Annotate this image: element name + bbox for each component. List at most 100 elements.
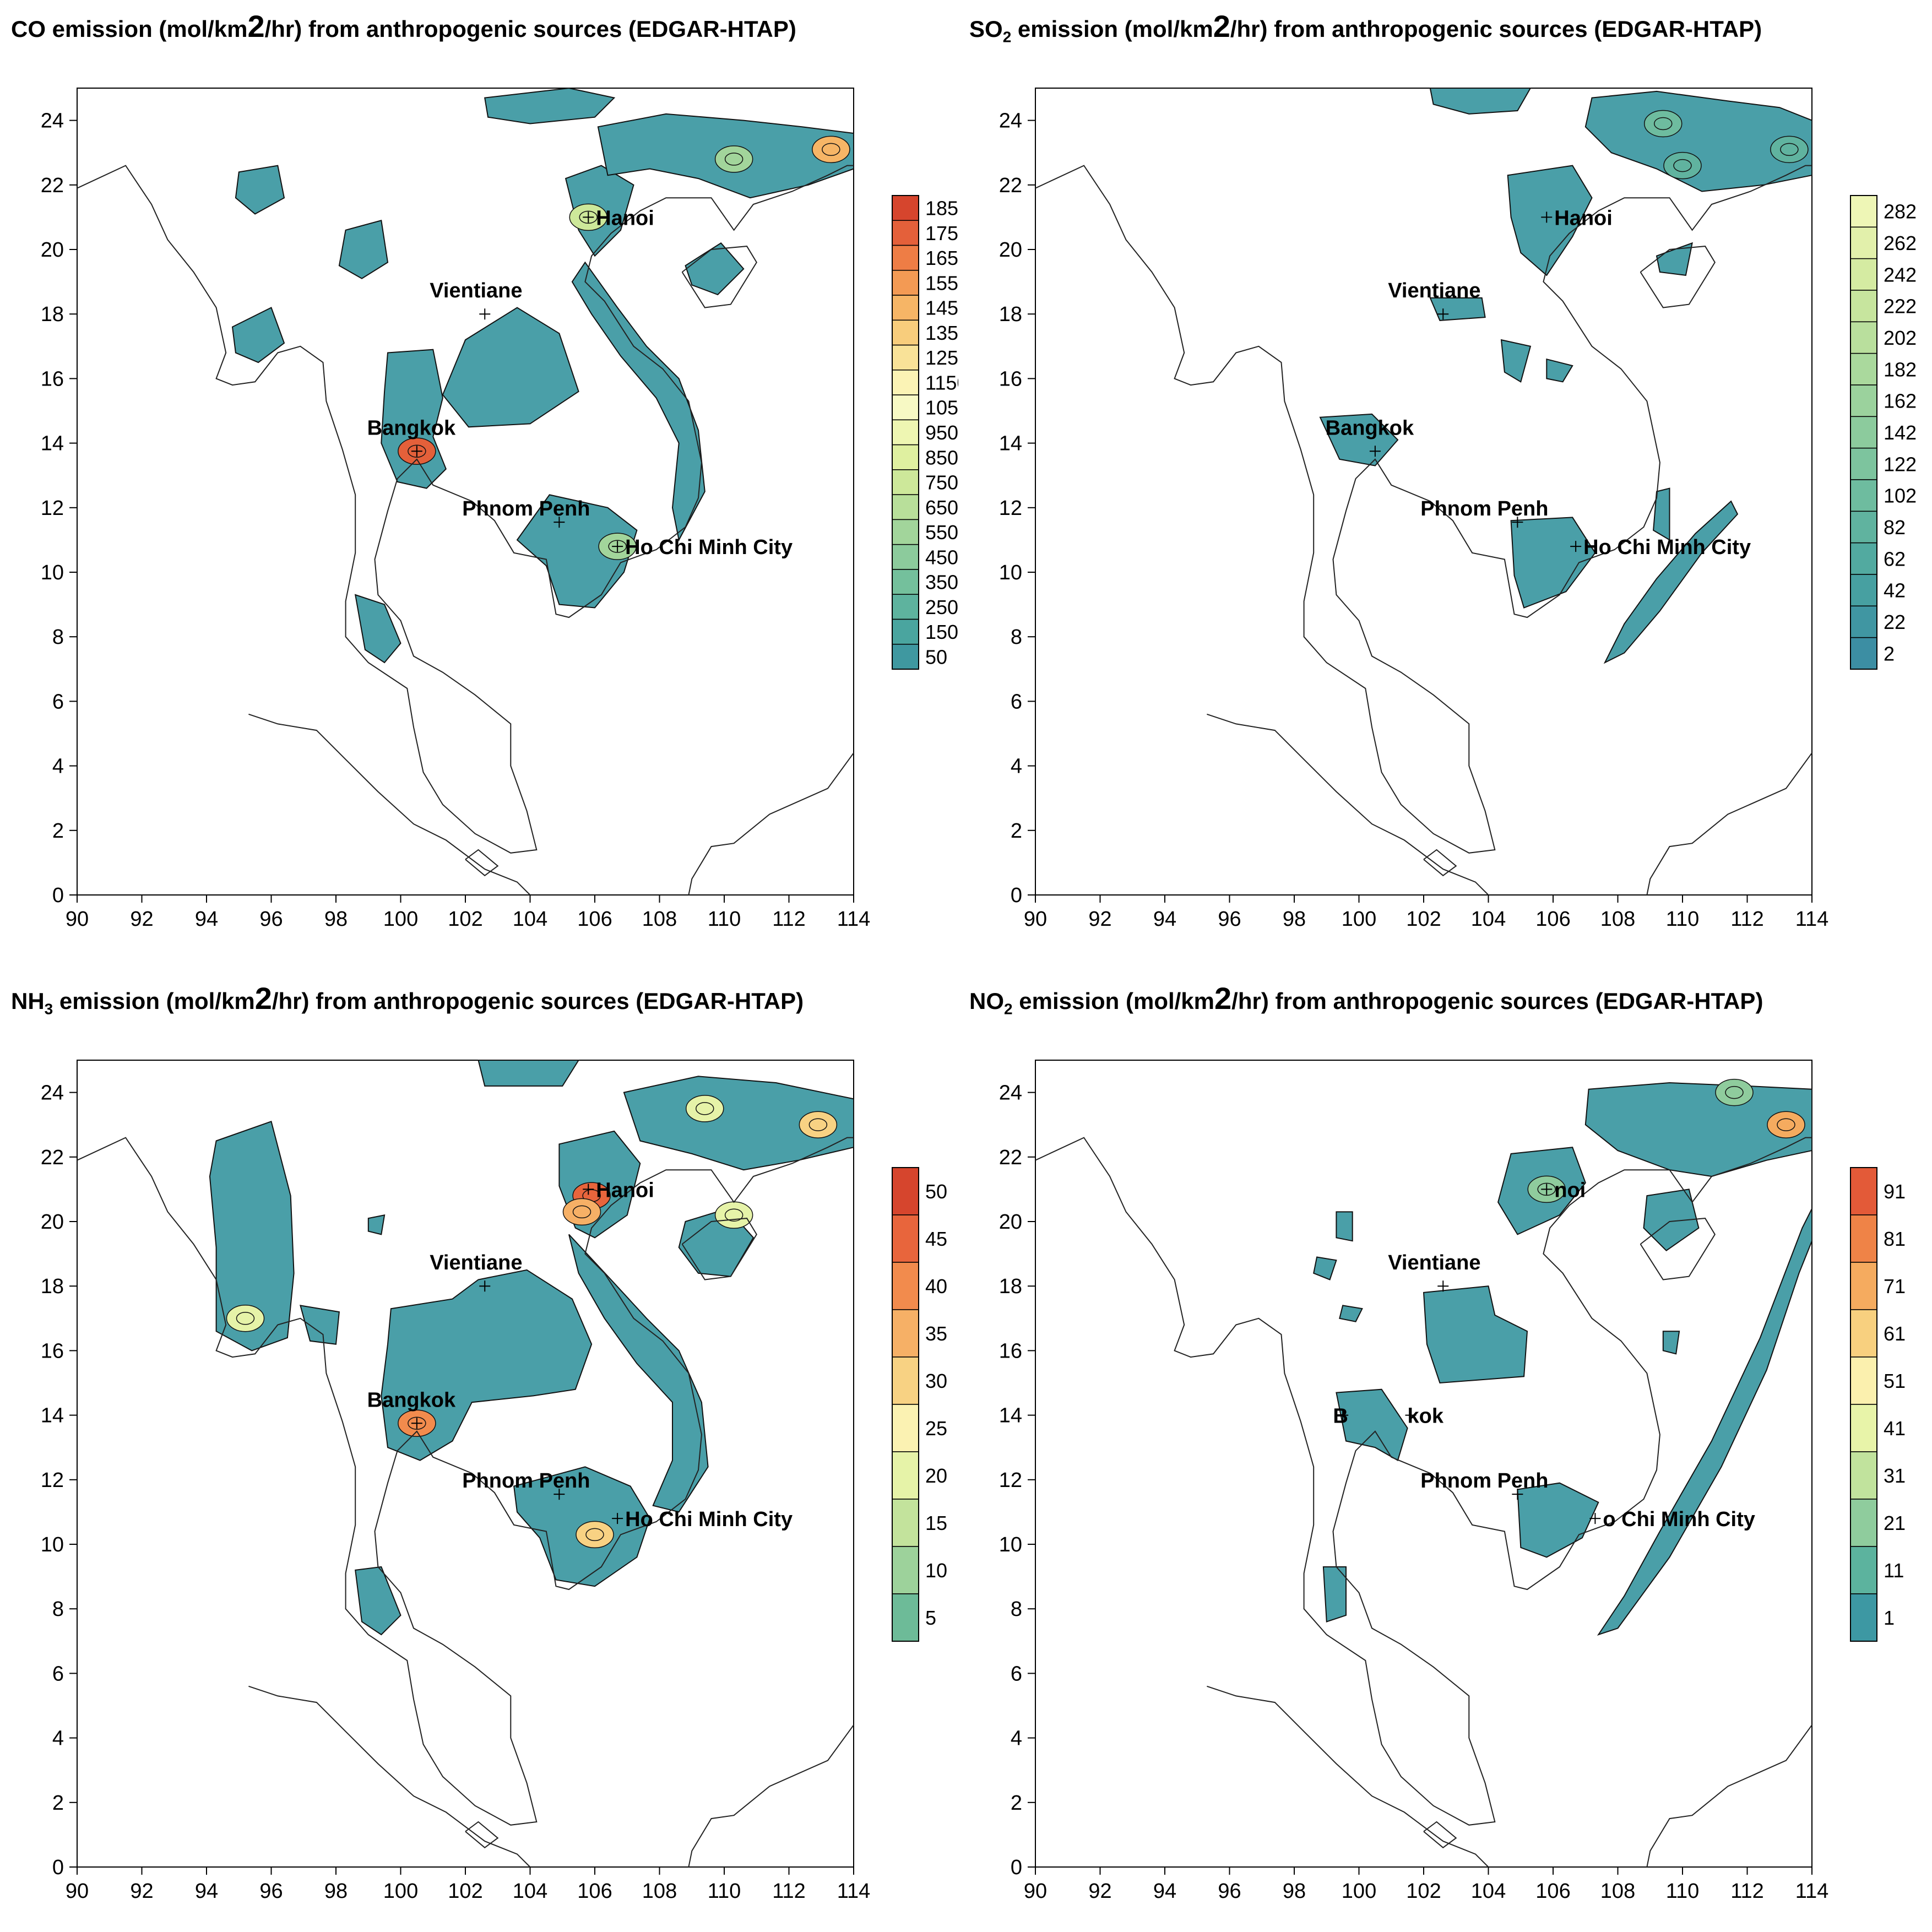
emission-hotspot [1770,135,1809,164]
colorbar-label: 62 [1884,547,1906,570]
coastline [1640,246,1716,308]
emission-area [1656,242,1693,276]
y-tick-label: 8 [1011,626,1022,649]
colorbar-step [892,1451,919,1500]
y-tick-label: 14 [41,1404,64,1428]
y-tick-label: 14 [999,1404,1022,1428]
x-tick-label: 108 [1600,908,1635,931]
y-tick-label: 18 [999,303,1022,326]
coastline [1207,713,1489,896]
y-tick-label: 4 [52,1727,64,1750]
emission-area [1517,1482,1599,1558]
x-tick-label: 94 [195,1880,218,1903]
emission-area [1653,487,1670,541]
emission-hotspot [799,1111,838,1138]
x-tick-label: 102 [1406,908,1441,931]
y-tick-label: 6 [52,690,64,713]
y-tick-label: 24 [999,110,1022,133]
contour-line [1780,143,1799,156]
coastline [1646,1724,1812,1868]
city-label: Ho Chi Minh City [625,1508,793,1531]
coastline [77,1137,854,1826]
colorbar-step [892,195,919,221]
x-tick-label: 112 [772,1880,806,1903]
y-tick-label: 14 [999,432,1022,455]
emission-area [381,1269,593,1461]
emission-area [1429,297,1486,321]
city-label: B [1333,1405,1348,1428]
plot-frame [1035,88,1812,896]
colorbar-step [892,1309,919,1358]
colorbar-label: 82 [1884,516,1906,539]
colorbar-step [1850,1356,1877,1405]
y-tick-label: 16 [41,367,64,390]
panel-title: SO2 emission (mol/km2/hr) from anthropog… [969,9,1762,46]
colorbar-step [1850,1499,1877,1547]
so2-map: Hanoi Vientiane Bangkok Phnom Penh Ho Chi Mi… [999,88,1917,931]
no2-map: noi Vientiane B kok Phnom Penh o Chi Minh Cit… [999,1060,1906,1903]
city-label: kok [1408,1405,1444,1428]
x-tick-label: 94 [1153,1880,1176,1903]
y-tick-label: 12 [999,497,1022,520]
colorbar-label: 850 [925,446,958,469]
x-tick-label: 108 [1600,1880,1635,1903]
colorbar-label: 35 [925,1322,947,1345]
emission-area [231,307,285,363]
coastline [465,849,499,877]
emission-area [1584,90,1812,192]
contour-line [724,1208,744,1222]
city-label: Hanoi [596,1179,654,1202]
emission-area [516,494,638,609]
x-tick-label: 104 [1471,908,1506,931]
panel-title: CO emission (mol/km2/hr) from anthropoge… [11,9,796,44]
y-tick-label: 22 [999,1146,1022,1169]
x-tick-label: 90 [1024,908,1047,931]
colorbar-step [1850,542,1877,575]
colorbar-label: 25 [925,1417,947,1440]
x-tick-label: 106 [577,908,612,931]
emission-area [1423,1285,1528,1384]
y-tick-label: 10 [999,1533,1022,1556]
y-tick-label: 14 [41,432,64,455]
coastline [77,165,854,854]
y-tick-label: 22 [999,174,1022,197]
x-tick-label: 114 [1795,1880,1829,1903]
contour-line [585,1528,604,1542]
y-tick-label: 2 [52,820,64,843]
colorbar-step [892,319,919,346]
emission-area [1643,1188,1700,1251]
y-tick-label: 24 [41,110,64,133]
emission-area [1336,1211,1353,1242]
panel-title: NO2 emission (mol/km2/hr) from anthropog… [969,981,1763,1018]
x-tick-label: 96 [1218,1880,1241,1903]
colorbar-step [1850,637,1877,670]
so2-panel: SO2 emission (mol/km2/hr) from anthropog… [969,8,1917,956]
y-tick-label: 0 [1011,1856,1022,1879]
city-label: Bangkok [367,1388,456,1412]
y-tick-label: 6 [1011,1662,1022,1685]
x-tick-label: 104 [1471,1880,1506,1903]
colorbar-label: 1550 [925,272,958,294]
colorbar-step [1850,1262,1877,1310]
colorbar-step [892,544,919,570]
y-tick-label: 2 [52,1792,64,1815]
colorbar-label: 150 [925,621,958,643]
emission-area [1546,358,1573,383]
x-tick-label: 104 [513,1880,547,1903]
city-label: Phnom Penh [1420,497,1548,520]
city-label: Vientiane [1388,279,1480,302]
x-tick-label: 98 [1283,1880,1306,1903]
y-tick-label: 10 [41,1533,64,1556]
colorbar-frame [1850,1167,1877,1642]
coastline [688,752,854,896]
coastline [1423,849,1457,877]
emission-hotspot [562,1198,601,1226]
colorbar-step [892,1167,919,1215]
x-tick-label: 108 [642,1880,677,1903]
colorbar-label: 61 [1884,1322,1906,1345]
y-tick-label: 18 [41,303,64,326]
colorbar-label: 202 [1884,327,1917,349]
colorbar-label: 1650 [925,247,958,269]
coastline [1646,752,1812,896]
emission-area [571,261,705,542]
